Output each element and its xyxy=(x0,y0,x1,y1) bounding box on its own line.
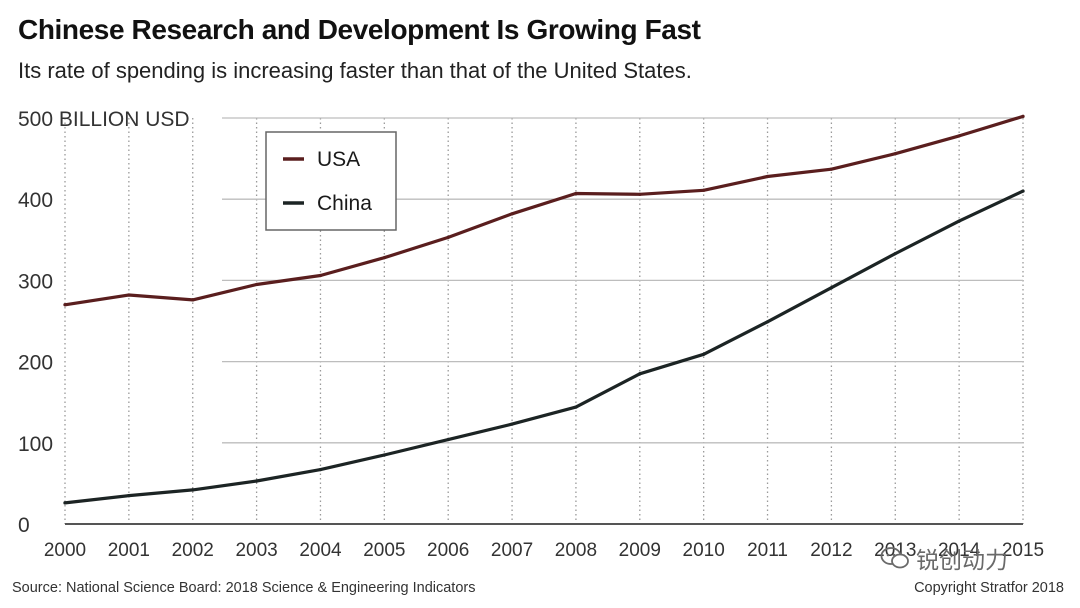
data-point-usa-2001 xyxy=(127,293,131,297)
data-point-usa-2008 xyxy=(574,191,578,196)
chart-title: Chinese Research and Development Is Grow… xyxy=(18,14,701,45)
data-point-china-2008 xyxy=(574,405,578,409)
legend-label-usa: USA xyxy=(317,148,360,171)
data-point-usa-2010 xyxy=(702,188,706,192)
y-tick-label-400: 400 xyxy=(18,189,53,212)
vertical-gridlines xyxy=(64,118,1024,524)
x-tick-label-2014: 2014 xyxy=(938,540,981,561)
x-tick-label-2002: 2002 xyxy=(172,540,214,561)
y-axis-labels: 0 100 200 300 400 500 BILLION USD xyxy=(18,108,190,537)
data-point-china-2003 xyxy=(255,479,259,483)
series-line-china xyxy=(63,189,1025,505)
data-point-china-2010 xyxy=(702,352,706,356)
x-tick-label-2012: 2012 xyxy=(810,540,852,561)
x-tick-label-2001: 2001 xyxy=(108,540,150,561)
data-point-usa-2002 xyxy=(191,298,195,302)
data-point-usa-2005 xyxy=(382,256,386,260)
data-point-china-2013 xyxy=(893,252,897,256)
source-note: Source: National Science Board: 2018 Sci… xyxy=(12,580,476,596)
legend: USA China xyxy=(265,131,397,231)
data-point-china-2001 xyxy=(127,493,131,498)
data-point-china-2005 xyxy=(382,453,386,457)
wechat-icon xyxy=(880,547,909,569)
y-tick-label-0: 0 xyxy=(18,514,30,537)
x-tick-label-2003: 2003 xyxy=(235,540,277,561)
data-point-usa-2011 xyxy=(765,174,770,179)
x-axis-labels: 2000 2001 2002 2003 2004 2005 2006 2007 2008 2009… xyxy=(44,540,1044,561)
x-tick-label-2004: 2004 xyxy=(299,540,342,561)
y-tick-label-200: 200 xyxy=(18,352,53,375)
data-point-usa-2014 xyxy=(957,134,961,138)
data-point-usa-2015 xyxy=(1021,114,1025,118)
data-point-china-2000 xyxy=(63,501,67,505)
data-point-china-2009 xyxy=(638,372,642,376)
legend-label-china: China xyxy=(317,192,372,215)
y-tick-label-300: 300 xyxy=(18,270,53,293)
data-point-china-2011 xyxy=(765,320,770,324)
x-tick-label-2008: 2008 xyxy=(555,540,597,561)
data-point-china-2004 xyxy=(318,467,323,472)
watermark: 锐创动力 xyxy=(880,541,1008,575)
copyright-note: Copyright Stratfor 2018 xyxy=(914,580,1064,596)
y-tick-label-500: 500 BILLION USD xyxy=(18,108,190,131)
data-point-usa-2006 xyxy=(446,235,450,239)
x-tick-label-2000: 2000 xyxy=(44,540,86,561)
legend-box xyxy=(265,131,397,231)
x-tick-label-2007: 2007 xyxy=(491,540,533,561)
data-point-china-2015 xyxy=(1021,189,1025,193)
x-tick-label-2015: 2015 xyxy=(1002,540,1044,561)
y-tick-label-100: 100 xyxy=(18,433,53,456)
data-point-usa-2000 xyxy=(63,303,67,307)
data-point-usa-2009 xyxy=(638,192,642,196)
data-point-usa-2007 xyxy=(510,212,514,216)
data-point-china-2014 xyxy=(957,219,961,223)
horizontal-gridlines xyxy=(65,117,1023,525)
x-tick-label-2011: 2011 xyxy=(747,540,788,561)
data-point-usa-2012 xyxy=(829,167,834,171)
data-point-usa-2004 xyxy=(318,273,323,278)
chart-subtitle: Its rate of spending is increasing faste… xyxy=(18,58,692,83)
data-point-usa-2003 xyxy=(255,282,259,287)
data-point-china-2002 xyxy=(191,488,195,492)
series-line-usa xyxy=(63,114,1025,307)
x-tick-label-2009: 2009 xyxy=(619,540,661,561)
series-layer xyxy=(63,114,1025,505)
data-point-china-2006 xyxy=(446,437,450,442)
data-point-usa-2013 xyxy=(893,152,897,156)
x-tick-label-2005: 2005 xyxy=(363,540,405,561)
data-point-china-2007 xyxy=(510,422,514,426)
x-tick-label-2006: 2006 xyxy=(427,540,469,561)
watermark-text: 锐创动力 xyxy=(916,547,1008,573)
data-point-china-2012 xyxy=(829,286,834,290)
x-tick-label-2010: 2010 xyxy=(683,540,725,561)
